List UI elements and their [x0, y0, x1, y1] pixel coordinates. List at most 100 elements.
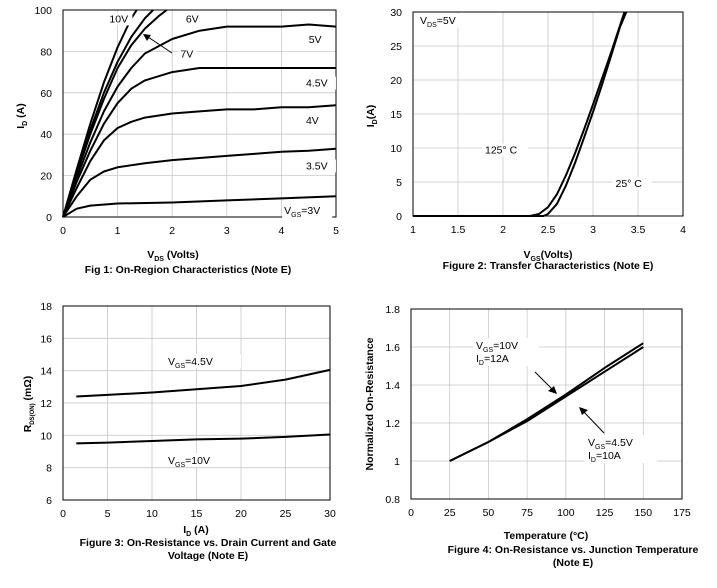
label-background: [482, 143, 528, 157]
x-tick-label: 0: [408, 507, 414, 519]
label-background: [473, 338, 539, 366]
vgs-10-label: VGS=10V: [476, 340, 518, 354]
series-line: [62, 9, 154, 218]
curve-label: 4.5V: [306, 78, 328, 90]
x-tick-label: 25: [280, 508, 292, 520]
x-axis-label: ID (A): [183, 524, 208, 538]
x-axis-label: VDS (Volts): [147, 249, 199, 263]
y-tick-label: 1: [394, 456, 400, 468]
series-line: [76, 368, 331, 398]
y-tick-label: 1.4: [385, 380, 400, 392]
x-tick-label: 5: [333, 225, 339, 237]
figure-caption-line1: Figure 3: On-Resistance vs. Drain Curren…: [80, 537, 337, 549]
plot-frame: [62, 305, 331, 501]
y-tick-label: 1.2: [385, 418, 400, 430]
x-tick-label: 25: [444, 507, 456, 519]
x-tick-label: 2: [500, 224, 506, 236]
curve-label: 3.5V: [306, 160, 328, 172]
arrow-head: [548, 386, 557, 394]
y-tick-label: 6: [46, 495, 52, 507]
x-axis-label: VGS(Volts): [523, 249, 572, 263]
series-line: [62, 23, 337, 218]
x-tick-label: 1: [410, 224, 416, 236]
vgs-45-label: VGS=4.5V: [588, 437, 633, 451]
arrow-line: [144, 34, 173, 54]
fig4-chart: 0 25 50 75 100 125 150 175 0.8 1 1.2 1.4 1.6 1.8 VGS=1…: [364, 304, 699, 569]
id-10-label: ID=10A: [588, 450, 621, 464]
y-tick-label: 0: [396, 211, 402, 223]
series-line: [449, 346, 644, 462]
fig2-chart: 1 1.5 2 2.5 3 3.5 4 0 5 10 15 20 25 30 125° C 25° C VDS=…: [365, 7, 686, 272]
id-12-label: ID=12A: [476, 353, 509, 367]
y-tick-label: 14: [40, 366, 52, 378]
vgs-45-label: VGS=4.5V: [168, 356, 213, 370]
fig3-chart: 0 5 10 15 20 25 30 6 8 10 12 14 16 18 VGS=4.5V VGS=10V I…: [22, 301, 337, 562]
y-tick-label: 0.8: [385, 494, 400, 506]
curve-label: 125° C: [485, 144, 518, 156]
y-tick-label: 5: [396, 177, 402, 189]
y-tick-label: 20: [40, 171, 52, 183]
x-axis-label: Temperature (°C): [504, 530, 589, 542]
curve-label: 4V: [306, 115, 319, 127]
plot-frame: [410, 308, 683, 500]
x-tick-label: 150: [635, 507, 653, 519]
curve-label: 10V: [109, 13, 128, 25]
label-background: [306, 33, 325, 47]
plot-frame: [62, 9, 337, 218]
label-background: [183, 12, 202, 26]
series-line: [76, 433, 331, 445]
y-tick-label: 60: [40, 88, 52, 100]
series-line: [62, 147, 337, 218]
x-tick-label: 3: [224, 225, 230, 237]
x-tick-label: 15: [191, 508, 203, 520]
x-tick-label: 2.5: [541, 224, 556, 236]
x-tick-label: 50: [483, 507, 495, 519]
y-axis-label: ID(A): [365, 105, 379, 128]
y-tick-label: 40: [40, 129, 52, 141]
curve-label: 6V: [186, 13, 199, 25]
y-tick-label: 80: [40, 46, 52, 58]
y-tick-label: 1.6: [385, 342, 400, 354]
figure-caption: Figure 2: Transfer Characteristics (Note…: [443, 260, 654, 272]
y-tick-label: 0: [46, 212, 52, 224]
x-tick-label: 4: [278, 225, 284, 237]
series-line: [413, 11, 626, 217]
vgs-10-label: VGS=10V: [168, 455, 210, 469]
figure-caption: Fig 1: On-Region Characteristics (Note E…: [85, 264, 292, 276]
curve-label: 25° C: [616, 178, 643, 190]
series-line: [62, 67, 336, 218]
arrow-head: [579, 407, 588, 415]
series-line: [62, 9, 168, 218]
arrow-head: [143, 34, 151, 41]
x-tick-label: 0: [60, 508, 66, 520]
label-background: [303, 159, 336, 173]
x-tick-label: 1: [115, 225, 121, 237]
y-tick-label: 12: [40, 398, 52, 410]
label-background: [165, 453, 231, 467]
x-tick-label: 2: [169, 225, 175, 237]
y-tick-label: 20: [390, 75, 402, 87]
fig1-chart: 0 1 2 3 4 5 0 20 40 60 80 100 10V 6V 7V 5V 4.5V 4V 3.5V VGS…: [15, 5, 339, 276]
plot-frame: [412, 11, 684, 217]
y-tick-label: 8: [46, 463, 52, 475]
label-background: [418, 14, 466, 28]
x-tick-label: 3: [590, 224, 596, 236]
y-tick-label: 1.8: [385, 304, 400, 316]
series-line: [62, 104, 337, 218]
x-tick-label: 0: [60, 225, 66, 237]
x-tick-label: 175: [673, 507, 691, 519]
y-axis-label: RDS(ON) (mΩ): [22, 376, 36, 433]
label-background: [585, 435, 657, 463]
y-axis-label: Normalized On-Resistance: [364, 337, 376, 470]
y-tick-label: 16: [40, 333, 52, 345]
figure-caption-line1: Figure 4: On-Resistance vs. Junction Tem…: [448, 544, 699, 556]
label-background: [303, 113, 322, 127]
y-tick-label: 10: [40, 430, 52, 442]
vgs-label: VGS=3V: [284, 205, 320, 219]
y-tick-label: 100: [34, 5, 52, 17]
label-background: [612, 176, 652, 190]
label-background: [282, 203, 333, 218]
x-tick-label: 10: [146, 508, 158, 520]
y-tick-label: 18: [40, 301, 52, 313]
